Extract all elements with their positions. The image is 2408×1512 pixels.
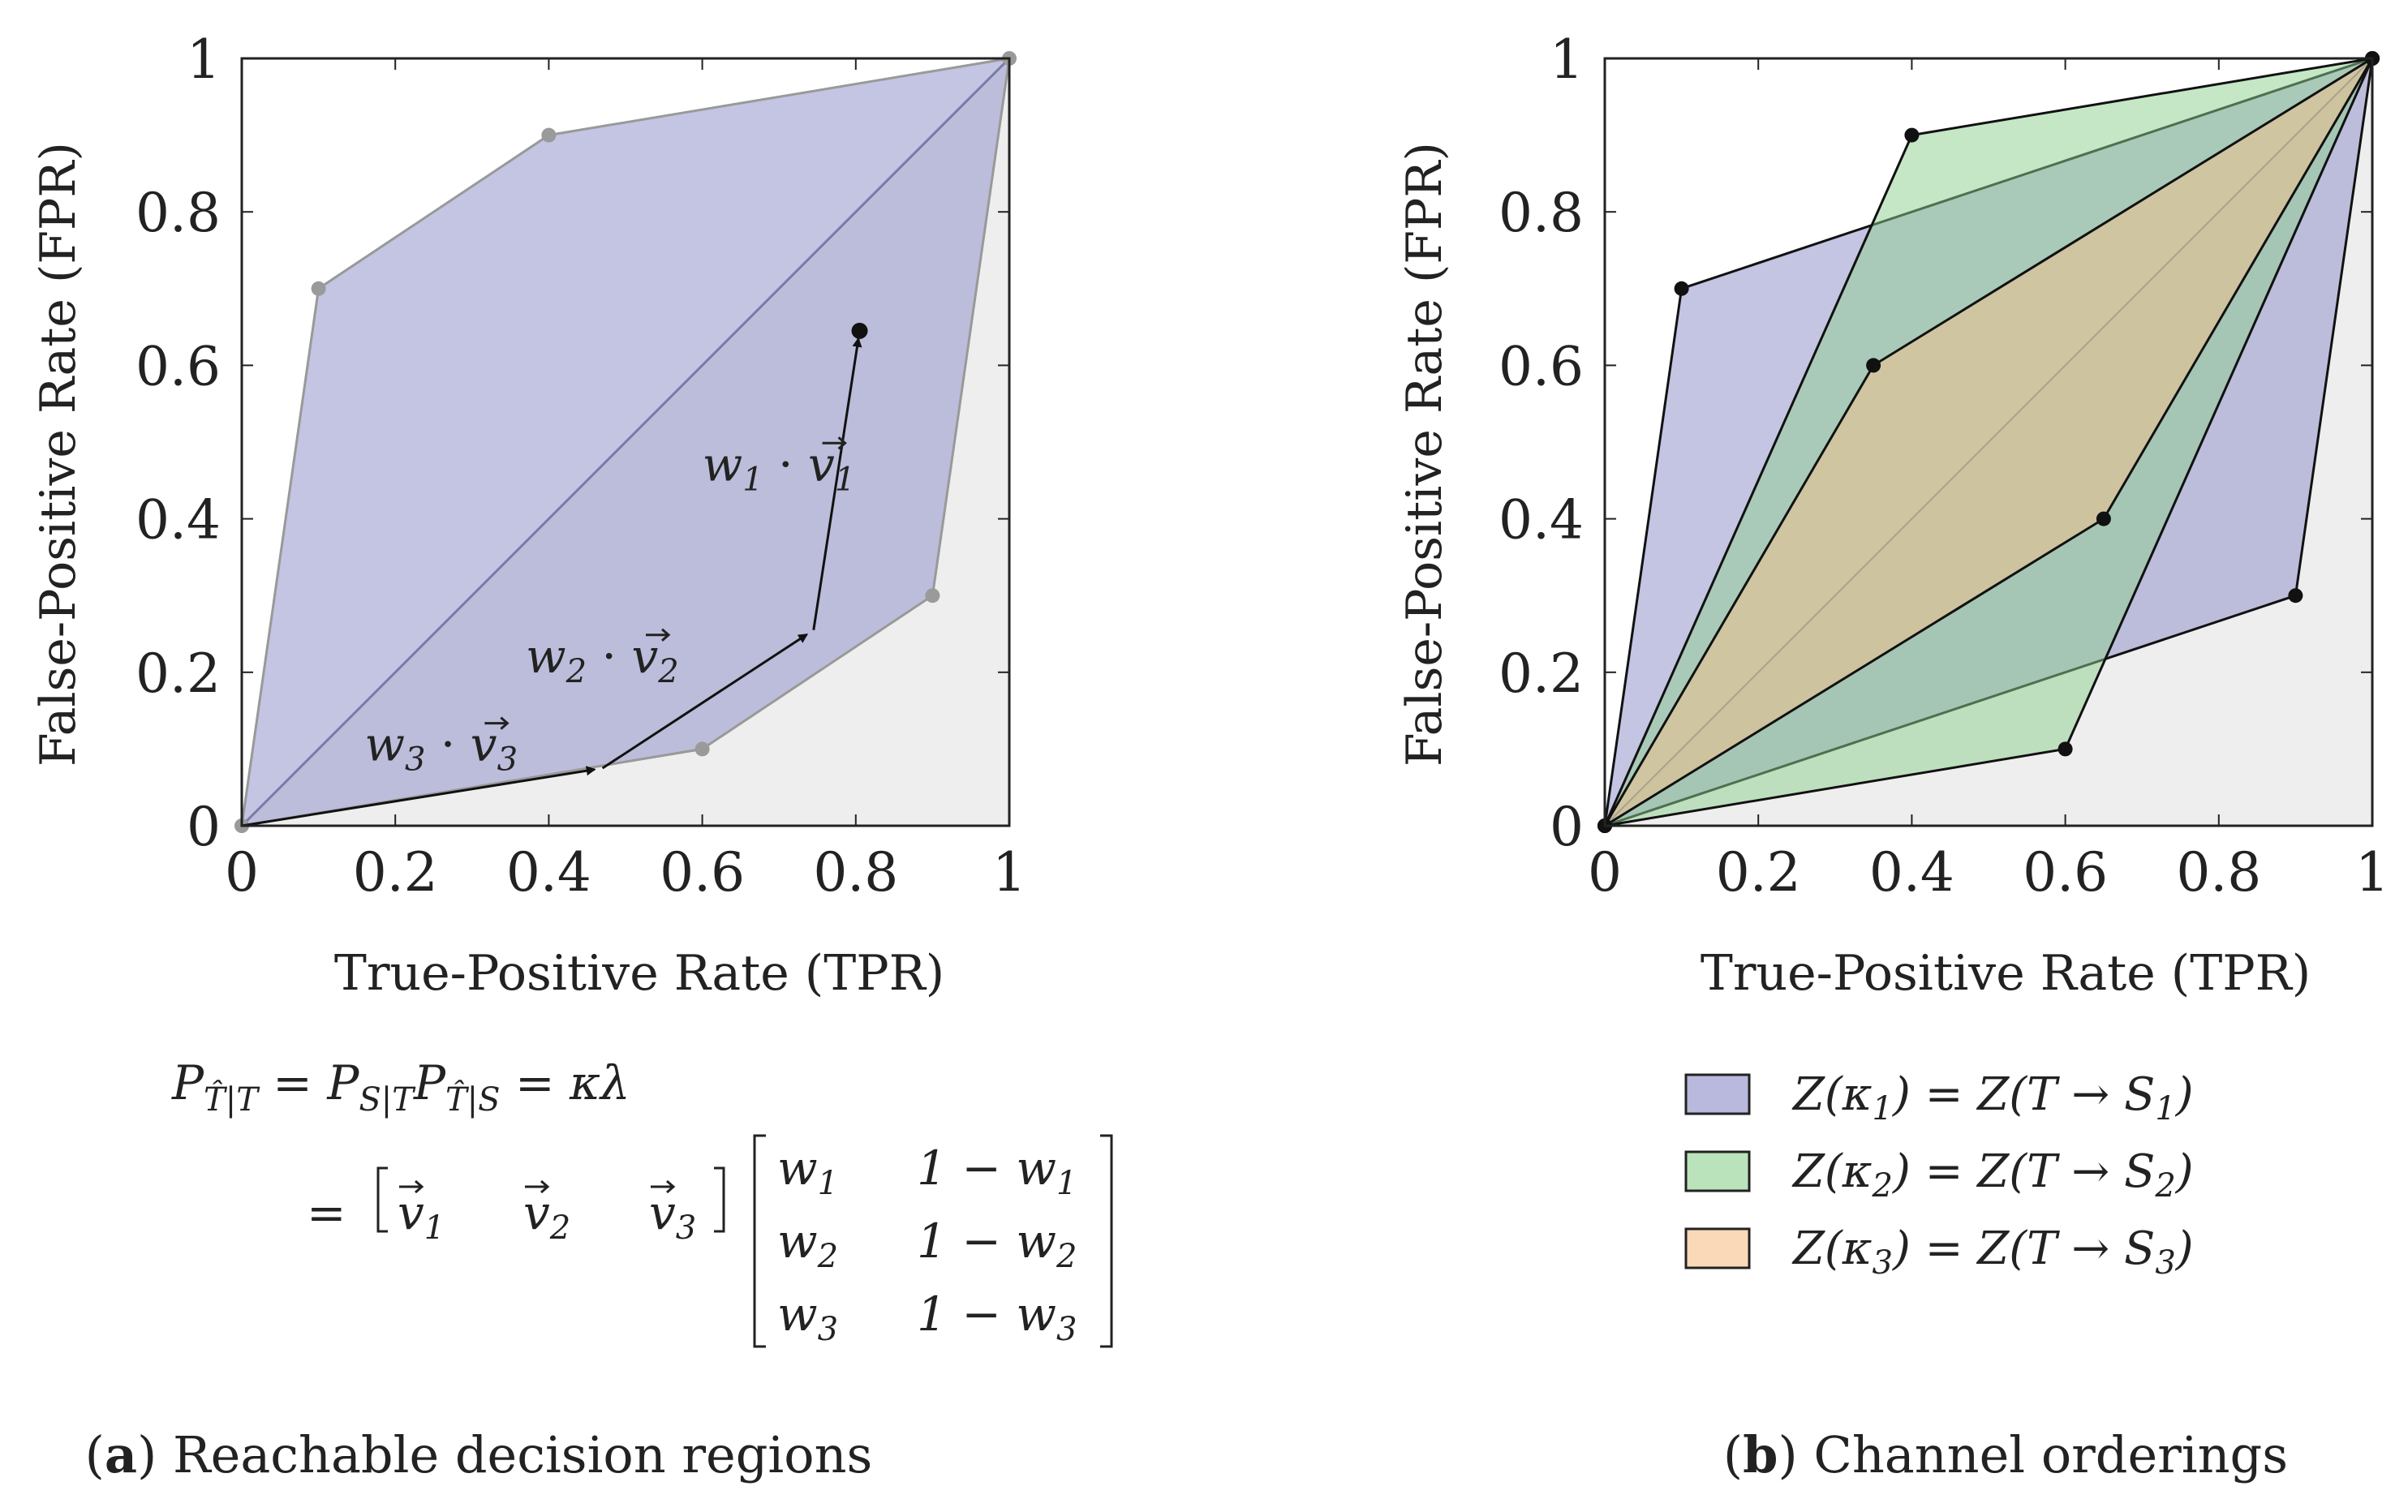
- caption-a: (a) Reachable decision regions: [85, 1425, 873, 1484]
- vector-label-w1v1: w1 · v1: [703, 436, 856, 498]
- matrix-left-bracket: [753, 1134, 766, 1348]
- matrix-r2-c2: 1 − w2: [917, 1213, 1077, 1275]
- y-tick-label: 0.4: [1499, 489, 1584, 552]
- matrix-r2-c1: w2: [777, 1213, 838, 1275]
- vec-arrow-accent: [484, 716, 510, 730]
- diagonal-line: [1604, 58, 2373, 827]
- legend-label-series-1: Z(κ1) = Z(T → S1): [1791, 1068, 2194, 1128]
- x-axis-title: True-Positive Rate (TPR): [1701, 945, 2311, 1002]
- region-vertex: [694, 741, 710, 757]
- region-vertex: [311, 281, 326, 296]
- y-tick-label: 0: [1550, 796, 1584, 858]
- vec-arrow-v1: [399, 1179, 424, 1194]
- vector-path-group: [241, 322, 868, 827]
- x-tick-label: 0.8: [813, 841, 898, 904]
- caption-b: (b) Channel orderings: [1723, 1425, 2288, 1484]
- tick-group: 0 0.2 0.4 0.6 0.8 1 0 0.2 0.4 0.6 0.8 1: [1499, 28, 2389, 904]
- x-tick-label: 1: [2355, 841, 2389, 904]
- plot-frame: [1603, 57, 2374, 827]
- y-tick-label: 0.4: [135, 489, 221, 552]
- series-vertex: [2058, 741, 2073, 757]
- row-vector-v2: v2: [523, 1185, 570, 1247]
- x-tick-label: 0.8: [2176, 841, 2261, 904]
- y-axis-title: False-Positive Rate (FPR): [1396, 142, 1453, 767]
- legend-swatch-series-1: [1684, 1073, 1751, 1115]
- x-tick-label: 0.6: [2023, 841, 2108, 904]
- matrix-r1-c1: w1: [777, 1140, 838, 1202]
- x-tick-label: 0: [225, 841, 259, 904]
- matrix-r1-c2: 1 − w1: [917, 1140, 1077, 1202]
- y-tick-label: 0.6: [135, 335, 221, 397]
- legend: Z(κ1) = Z(T → S1) Z(κ2) = Z(T → S2) Z(κ3…: [1684, 1068, 2194, 1282]
- region-vertex: [541, 127, 557, 143]
- x-tick-label: 0: [1588, 841, 1622, 904]
- diagonal-line: [240, 57, 1011, 827]
- legend-swatch-series-2: [1684, 1150, 1751, 1192]
- series-vertex: [2288, 588, 2303, 604]
- x-tick-label: 0.6: [660, 841, 745, 904]
- vec-arrow-accent: [822, 436, 847, 450]
- vector-label-w2v2: w2 · v2: [526, 629, 679, 690]
- tick-group: 0 0.2 0.4 0.6 0.8 1 0 0.2 0.4 0.6 0.8 1: [135, 28, 1026, 904]
- legend-label-series-3: Z(κ3) = Z(T → S3): [1791, 1222, 2194, 1282]
- vector-label-arrows: [484, 436, 847, 730]
- equation-line-2-eq: =: [307, 1185, 346, 1240]
- series-vertex: [1866, 358, 1881, 373]
- y-tick-label: 1: [187, 28, 221, 91]
- x-tick-label: 0.2: [353, 841, 438, 904]
- x-tick-label: 0.4: [506, 841, 591, 904]
- panel-b: 0 0.2 0.4 0.6 0.8 1 0 0.2 0.4 0.6 0.8 1 True-Positi…: [1396, 28, 2389, 1484]
- vector-segment: [601, 633, 809, 770]
- x-tick-label: 0.4: [1869, 841, 1954, 904]
- region-vertex: [925, 588, 940, 604]
- y-tick-label: 0: [187, 796, 221, 858]
- y-axis-title: False-Positive Rate (FPR): [30, 142, 87, 767]
- plot-frame: [240, 57, 1011, 827]
- vec-arrow-v2: [525, 1179, 550, 1194]
- y-tick-label: 0.2: [135, 642, 221, 705]
- panel-a: 0 0.2 0.4 0.6 0.8 1 0 0.2 0.4 0.6 0.8 1 w3 · v3 w2 …: [30, 28, 1113, 1484]
- matrix-right-bracket: [1100, 1134, 1113, 1348]
- series-vertex: [2096, 511, 2111, 526]
- series-vertex-group: [1597, 51, 2380, 833]
- row-vector-left-bracket: [376, 1166, 388, 1233]
- matrix-r3-c2: 1 − w3: [917, 1286, 1077, 1348]
- y-tick-label: 0.8: [135, 182, 221, 244]
- vector-segment: [812, 337, 862, 630]
- equation: PT̂|T = PS|TPT̂|S = κλ = v1 v2 v3 w1 1 −…: [171, 1055, 1113, 1348]
- vector-label-w3v3: w3 · v3: [364, 717, 518, 779]
- vec-arrow-accent: [646, 628, 671, 642]
- y-tick-label: 1: [1550, 28, 1584, 91]
- matrix-r3-c1: w3: [777, 1286, 838, 1348]
- legend-swatch-series-3: [1684, 1227, 1751, 1269]
- row-vector-right-bracket: [714, 1166, 725, 1233]
- x-tick-label: 1: [992, 841, 1026, 904]
- x-tick-label: 0.2: [1716, 841, 1801, 904]
- series-vertex: [1904, 127, 1920, 143]
- y-tick-label: 0.8: [1499, 182, 1584, 244]
- legend-label-series-2: Z(κ2) = Z(T → S2): [1791, 1145, 2194, 1205]
- y-tick-label: 0.2: [1499, 642, 1584, 705]
- vector-segment: [241, 766, 596, 827]
- vec-arrow-v3: [651, 1179, 676, 1194]
- row-vector-v1: v1: [398, 1185, 445, 1247]
- vector-endpoint: [851, 322, 868, 339]
- x-axis-title: True-Positive Rate (TPR): [334, 945, 944, 1002]
- series-vertex: [1674, 281, 1689, 296]
- row-vector-v3: v3: [649, 1185, 696, 1247]
- y-tick-label: 0.6: [1499, 335, 1584, 397]
- equation-line-1: PT̂|T = PS|TPT̂|S = κλ: [171, 1055, 630, 1119]
